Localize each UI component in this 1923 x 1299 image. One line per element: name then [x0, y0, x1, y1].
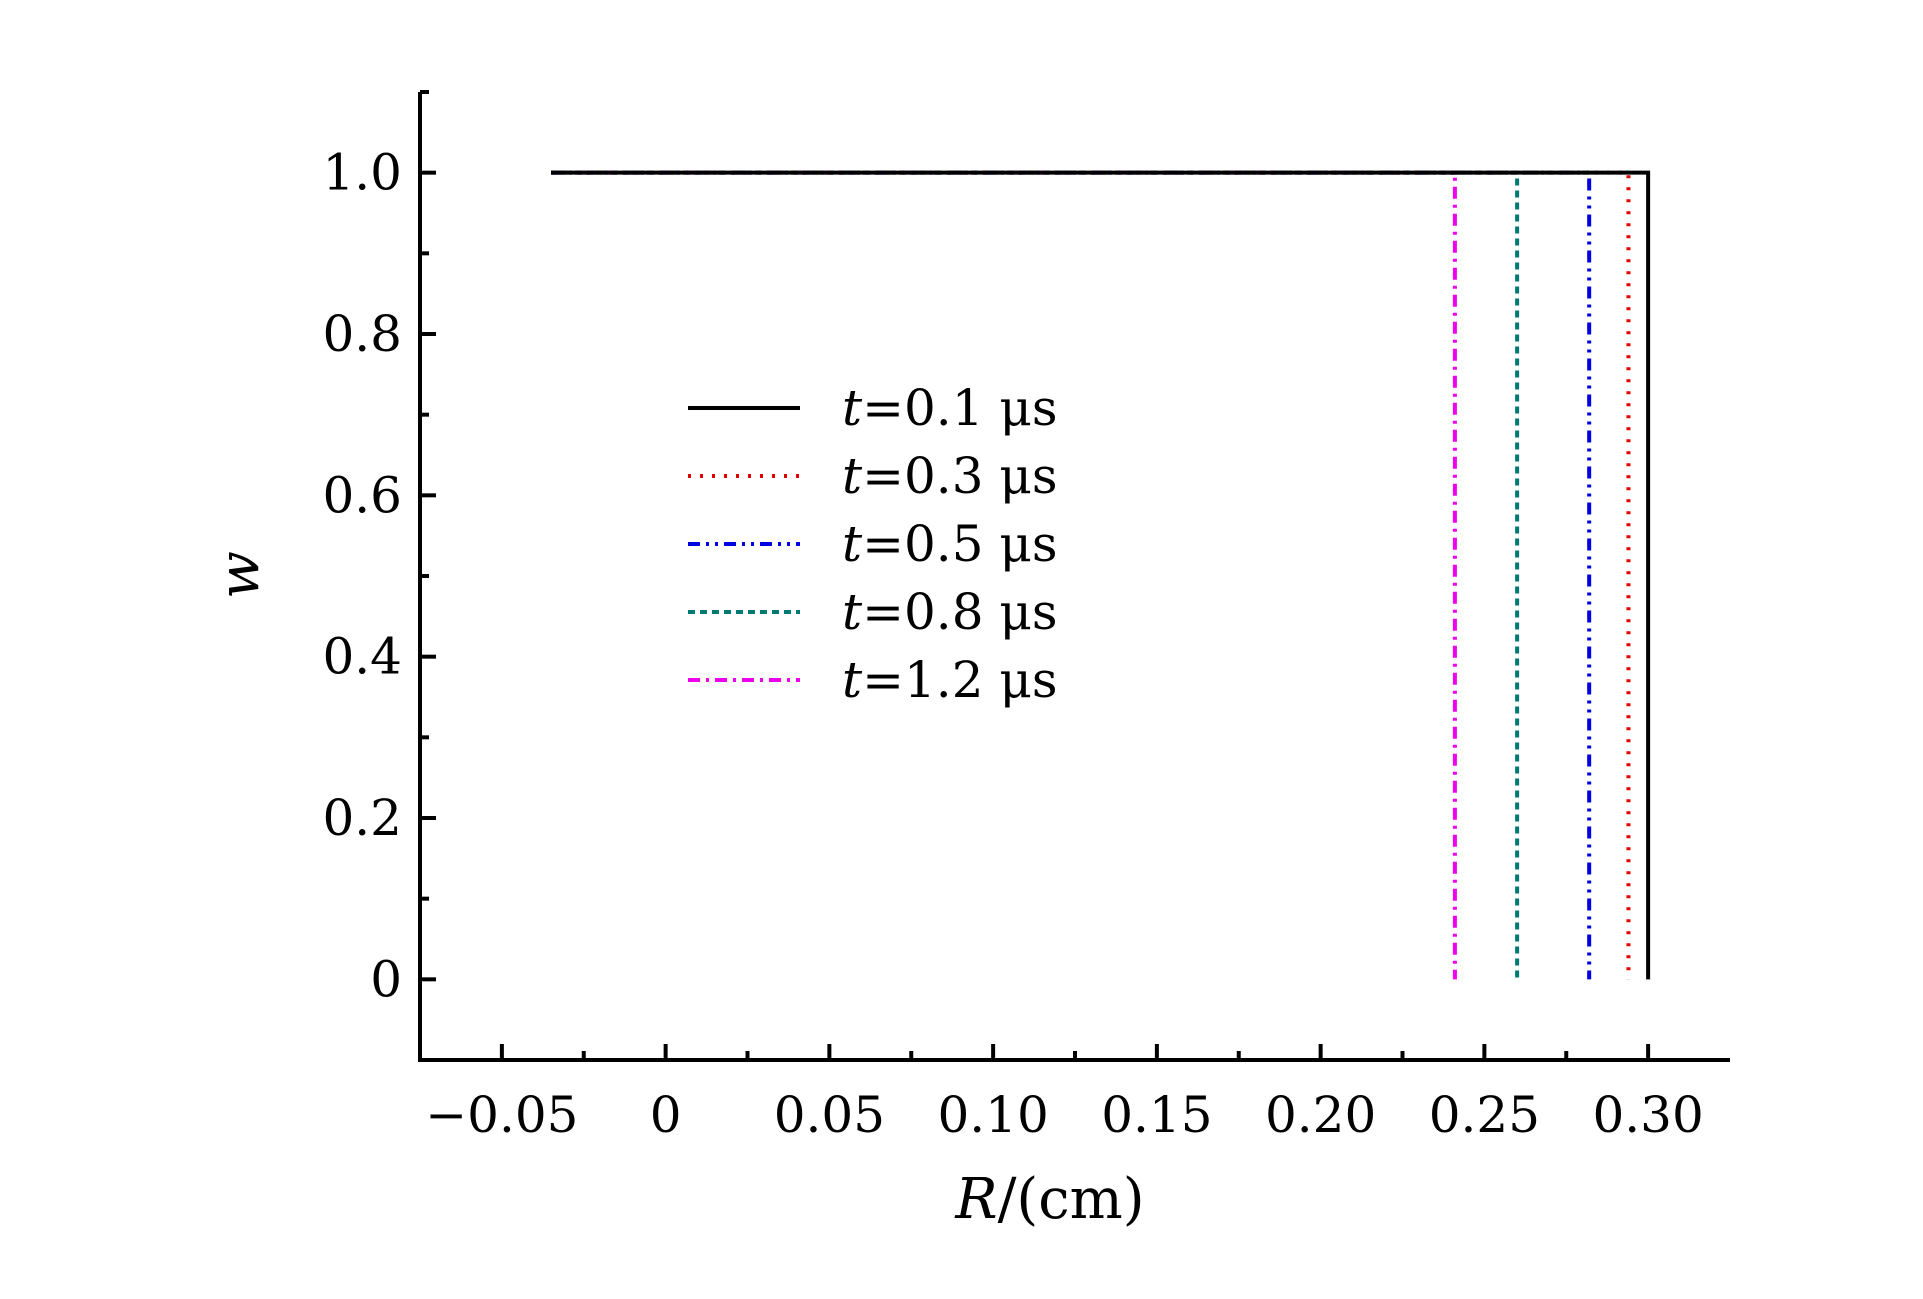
y-tick-label: 0.2 — [322, 789, 402, 847]
legend-var: t — [842, 447, 863, 505]
legend-label: t=0.3 μs — [842, 447, 1058, 505]
legend-value: =1.2 μs — [862, 651, 1057, 709]
x-tick-label: 0.30 — [1592, 1086, 1703, 1144]
legend-var: t — [842, 379, 863, 437]
y-tick-label: 1.0 — [322, 144, 402, 202]
series-line — [551, 170, 1520, 980]
series-line — [551, 170, 1592, 980]
y-tick-label: 0 — [370, 950, 402, 1008]
x-tick-label: 0.10 — [937, 1086, 1048, 1144]
legend-var: t — [842, 583, 863, 641]
legend-value: =0.8 μs — [862, 583, 1057, 641]
tick-labels: −0.05 0 0.05 0.10 0.15 0.20 0.25 0.30 0 0.2 0.4 0.6… — [322, 144, 1703, 1144]
legend-var: t — [842, 515, 863, 573]
x-axis-title: R/(cm) — [954, 1167, 1144, 1232]
legend-label: t=1.2 μs — [842, 651, 1058, 709]
x-tick-label: 0.25 — [1429, 1086, 1540, 1144]
series-group — [551, 170, 1651, 980]
x-tick-label: 0.05 — [774, 1086, 885, 1144]
axes — [418, 92, 1730, 1062]
series-line — [551, 170, 1651, 980]
legend-value: =0.3 μs — [862, 447, 1057, 505]
legend-var: t — [842, 651, 863, 709]
x-tick-label: 0.20 — [1265, 1086, 1376, 1144]
x-tick-label: −0.05 — [425, 1086, 578, 1144]
ticks — [420, 90, 1651, 1060]
x-axis-unit: /(cm) — [998, 1167, 1145, 1232]
legend-value: =0.1 μs — [862, 379, 1057, 437]
series-line — [551, 170, 1631, 980]
y-tick-label: 0.6 — [322, 466, 402, 524]
legend-label: t=0.5 μs — [842, 515, 1058, 573]
x-tick-label: 0.15 — [1101, 1086, 1212, 1144]
x-tick-label: 0 — [650, 1086, 682, 1144]
y-axis-title: w — [207, 551, 272, 599]
series-line — [551, 170, 1457, 980]
legend-label: t=0.1 μs — [842, 379, 1058, 437]
y-tick-label: 0.4 — [322, 628, 402, 686]
legend-label: t=0.8 μs — [842, 583, 1058, 641]
y-tick-label: 0.8 — [322, 305, 402, 363]
legend-value: =0.5 μs — [862, 515, 1057, 573]
legend: t=0.1 μst=0.3 μst=0.5 μst=0.8 μst=1.2 μs — [688, 379, 1058, 709]
x-axis-var: R — [954, 1167, 997, 1232]
